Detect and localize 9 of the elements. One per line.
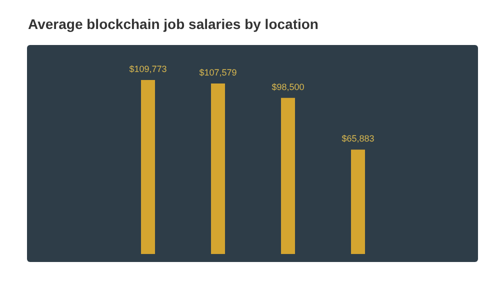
chart-title: Average blockchain job salaries by location — [28, 16, 318, 32]
data-label: $98,500 — [272, 82, 304, 92]
data-label: $109,773 — [129, 64, 167, 74]
data-label: $107,579 — [199, 67, 237, 78]
bar — [141, 80, 155, 254]
bar — [211, 83, 225, 254]
data-label: $65,883 — [342, 134, 374, 144]
bar — [281, 98, 295, 254]
bar — [351, 150, 365, 254]
